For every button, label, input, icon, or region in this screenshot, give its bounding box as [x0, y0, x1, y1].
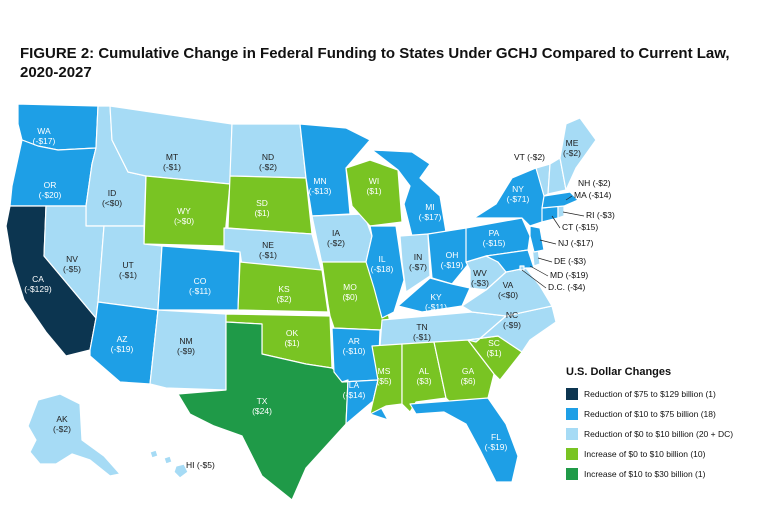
state-label-or: OR (-$20) — [39, 180, 62, 200]
legend-swatch — [566, 468, 578, 480]
state-label-az: AZ (-$19) — [111, 334, 134, 354]
state-IN[interactable] — [399, 233, 431, 293]
state-label-ia: IA (-$2) — [327, 228, 345, 248]
state-label-hi: HI (-$5) — [186, 460, 215, 470]
state-label-nj: NJ (-$17) — [558, 238, 594, 248]
state-label-al: AL ($3) — [416, 366, 431, 386]
legend-item-4: Increase of $10 to $30 billion (1) — [566, 464, 756, 484]
state-label-ok: OK ($1) — [284, 328, 299, 348]
state-label-ri: RI (-$3) — [586, 210, 615, 220]
legend-label: Reduction of $0 to $10 billion (20 + DC) — [584, 429, 734, 439]
state-IL[interactable] — [365, 225, 405, 319]
state-label-oh: OH (-$19) — [441, 250, 464, 270]
state-label-nm: NM (-$9) — [177, 336, 195, 356]
state-SD[interactable] — [227, 175, 313, 235]
legend-label: Increase of $10 to $30 billion (1) — [584, 469, 706, 479]
state-label-ks: KS ($2) — [276, 284, 291, 304]
state-OH[interactable] — [427, 227, 471, 285]
state-label-ne: NE (-$1) — [259, 240, 277, 260]
state-MT[interactable] — [109, 105, 233, 185]
legend-swatch — [566, 428, 578, 440]
state-label-sc: SC ($1) — [486, 338, 501, 358]
state-label-nh: NH (-$2) — [578, 178, 611, 188]
state-label-la: LA (-$14) — [343, 380, 366, 400]
state-label-wi: WI ($1) — [366, 176, 381, 196]
legend: U.S. Dollar Changes Reduction of $75 to … — [566, 366, 756, 484]
state-MN[interactable] — [299, 123, 371, 217]
state-label-mn: MN (-$13) — [309, 176, 332, 196]
state-label-ct: CT (-$15) — [562, 222, 598, 232]
state-label-ar: AR (-$10) — [343, 336, 366, 356]
state-label-nv: NV (-$5) — [63, 254, 81, 274]
legend-item-1: Reduction of $10 to $75 billion (18) — [566, 404, 756, 424]
state-label-in: IN (-$7) — [409, 252, 427, 272]
state-label-va: VA (<$0) — [498, 280, 518, 300]
state-AK[interactable] — [27, 393, 121, 477]
state-label-tn: TN (-$1) — [413, 322, 431, 342]
legend-label: Reduction of $75 to $129 billion (1) — [584, 389, 716, 399]
state-label-dc: D.C. (-$4) — [548, 282, 585, 292]
legend-label: Reduction of $10 to $75 billion (18) — [584, 409, 716, 419]
state-labels: WA (-$17) OR (-$20) CA (-$129) ID (<$0) NV (-$5) M… — [24, 126, 615, 470]
state-label-ky: KY (-$11) — [425, 292, 447, 312]
state-NJ[interactable] — [529, 225, 545, 253]
state-label-nc: NC (-$9) — [503, 310, 521, 330]
state-WI[interactable] — [345, 159, 403, 227]
state-KS[interactable] — [237, 261, 329, 313]
state-label-fl: FL (-$19) — [485, 432, 508, 452]
state-label-ca: CA (-$129) — [24, 274, 52, 294]
legend-swatch — [566, 448, 578, 460]
state-label-id: ID (<$0) — [102, 188, 122, 208]
state-label-sd: SD ($1) — [254, 198, 269, 218]
state-ME[interactable] — [559, 117, 597, 191]
state-label-md: MD (-$19) — [550, 270, 588, 280]
state-label-nd: ND (-$2) — [259, 152, 277, 172]
state-TX[interactable] — [177, 321, 349, 501]
state-MA[interactable] — [541, 191, 579, 209]
legend-item-3: Increase of $0 to $10 billion (10) — [566, 444, 756, 464]
state-label-wv: WV (-$3) — [471, 268, 489, 288]
legend-swatch — [566, 388, 578, 400]
legend-item-0: Reduction of $75 to $129 billion (1) — [566, 384, 756, 404]
state-label-me: ME (-$2) — [563, 138, 581, 158]
state-label-de: DE (-$3) — [554, 256, 586, 266]
state-label-ak: AK (-$2) — [53, 414, 71, 434]
state-label-wa: WA (-$17) — [33, 126, 56, 146]
state-label-il: IL (-$18) — [371, 254, 394, 274]
state-label-ga: GA ($6) — [460, 366, 475, 386]
state-label-ny: NY (-$71) — [507, 184, 530, 204]
state-DC[interactable] — [519, 265, 525, 271]
state-NM[interactable] — [149, 309, 227, 391]
legend-item-2: Reduction of $0 to $10 billion (20 + DC) — [566, 424, 756, 444]
state-label-mo: MO ($0) — [342, 282, 357, 302]
state-CT[interactable] — [541, 205, 559, 223]
state-label-ms: MS ($5) — [376, 366, 391, 386]
legend-swatch — [566, 408, 578, 420]
state-label-wy: WY (>$0) — [174, 206, 194, 226]
state-label-mt: MT (-$1) — [163, 152, 181, 172]
legend-title: U.S. Dollar Changes — [566, 366, 672, 378]
state-HI[interactable] — [149, 449, 189, 479]
state-label-ma: MA (-$14) — [574, 190, 611, 200]
state-label-ut: UT (-$1) — [119, 260, 137, 280]
state-label-co: CO (-$11) — [189, 276, 211, 296]
state-FL[interactable] — [409, 397, 519, 483]
leader-lines — [521, 195, 585, 289]
legend-label: Increase of $0 to $10 billion (10) — [584, 449, 706, 459]
page-title: FIGURE 2: Cumulative Change in Federal F… — [20, 45, 730, 81]
state-label-tx: TX ($24) — [252, 396, 272, 416]
state-label-pa: PA (-$15) — [483, 228, 506, 248]
state-label-mi: MI (-$17) — [419, 202, 442, 222]
state-label-vt: VT (-$2) — [514, 152, 545, 162]
